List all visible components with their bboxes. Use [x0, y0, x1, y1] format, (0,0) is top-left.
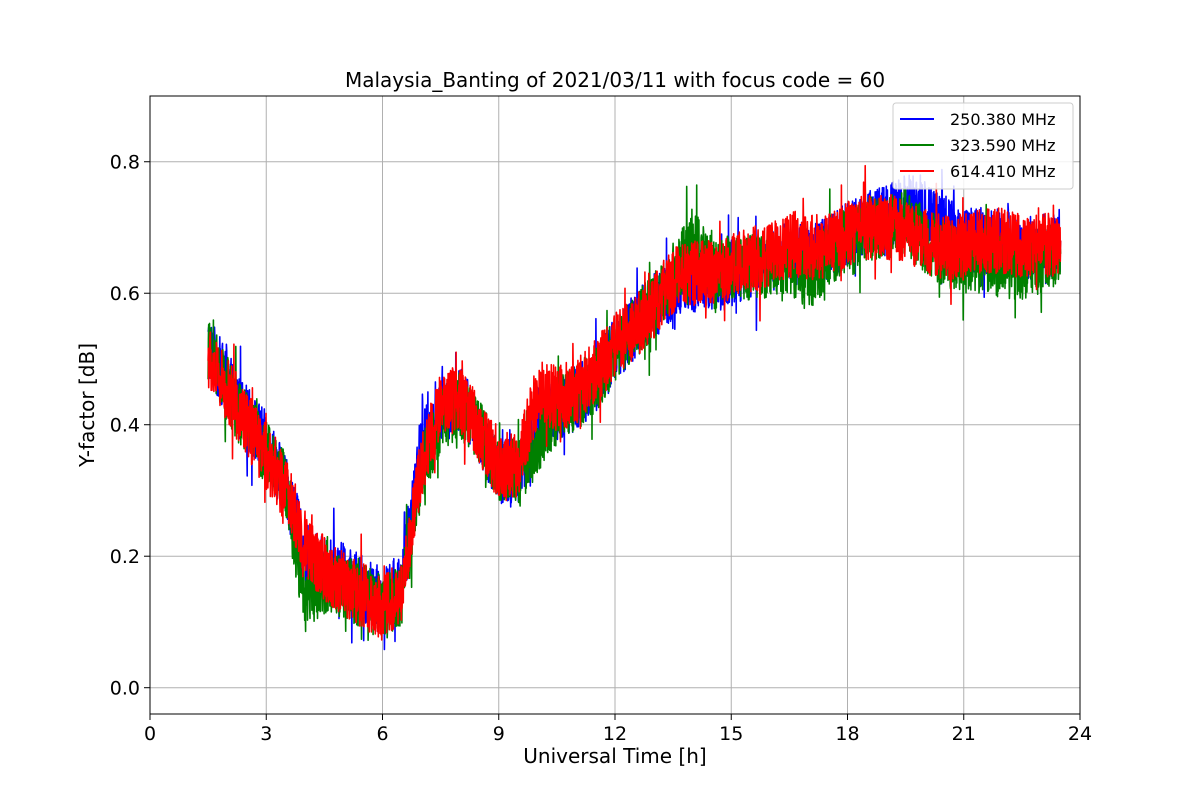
y-tick-label: 0.4 [110, 415, 140, 437]
y-tick-label: 0.2 [110, 546, 140, 568]
x-tick-label: 12 [603, 723, 627, 745]
plot-series [207, 164, 1062, 651]
legend-label-323: 323.590 MHz [950, 136, 1055, 155]
series-line-614-410-mhz [207, 164, 1062, 641]
y-tick-label: 0.0 [110, 678, 140, 700]
x-tick-label: 0 [144, 723, 156, 745]
axis-ticks: 0 3 6 9 12 15 18 21 24 0.0 0.2 0.4 0.6 0.8 [110, 152, 1092, 745]
y-tick-label: 0.8 [110, 152, 140, 174]
x-tick-label: 3 [260, 723, 272, 745]
x-axis-label: Universal Time [h] [523, 744, 706, 768]
x-tick-label: 21 [952, 723, 976, 745]
legend: 250.380 MHz 323.590 MHz 614.410 MHz [892, 102, 1074, 190]
x-tick-label: 6 [376, 723, 388, 745]
x-tick-label: 18 [835, 723, 859, 745]
legend-label-614: 614.410 MHz [950, 162, 1055, 181]
y-axis-label: Y-factor [dB] [75, 343, 99, 468]
x-tick-label: 15 [719, 723, 743, 745]
legend-box [892, 102, 1074, 190]
y-tick-label: 0.6 [110, 283, 140, 305]
x-tick-label: 9 [493, 723, 505, 745]
chart-title: Malaysia_Banting of 2021/03/11 with focu… [345, 68, 885, 92]
x-tick-label: 24 [1068, 723, 1092, 745]
legend-label-250: 250.380 MHz [950, 110, 1055, 129]
